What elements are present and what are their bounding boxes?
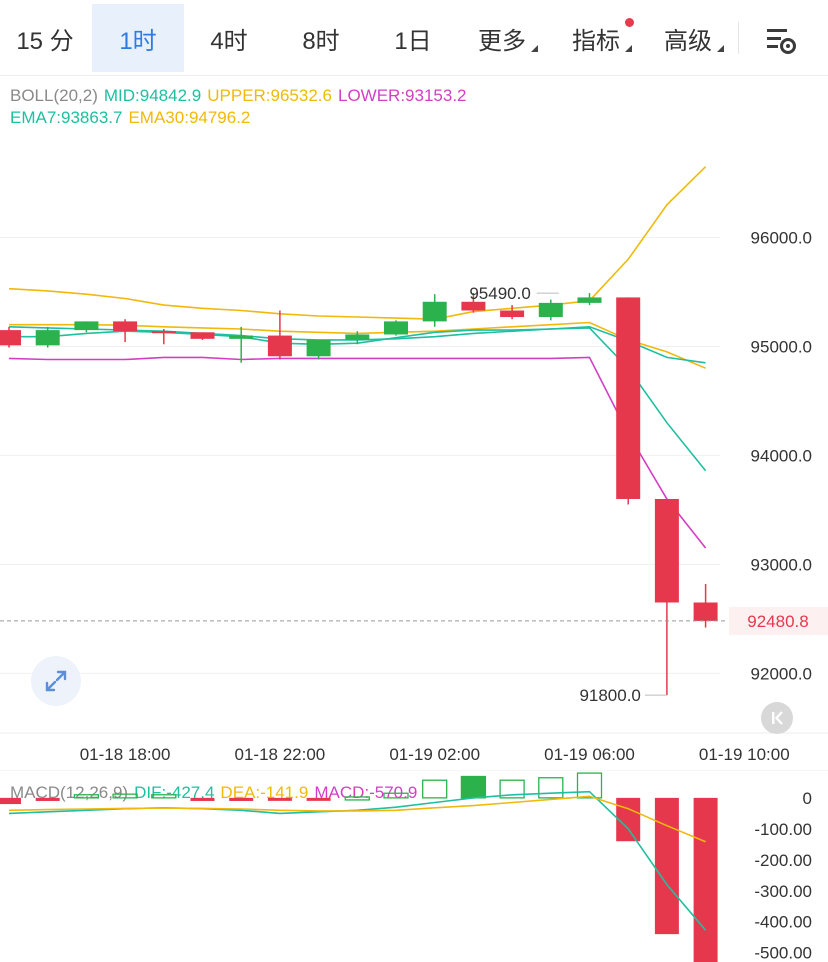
macd-bar-positive [344, 796, 370, 801]
macd-bar-positive [538, 777, 564, 799]
upper-line [8, 166, 707, 321]
timeframe-tab-bar: 15 分 1时 4时 8时 1日 更多 指标 高级 [0, 0, 828, 76]
candle-up [345, 334, 370, 340]
candle-down [0, 330, 21, 346]
tab-label: 更多 [478, 27, 526, 55]
notification-dot [625, 18, 634, 27]
boll-legend: BOLL(20,2) MID:94842.9 UPPER:96532.6 LOWER:… [10, 86, 473, 106]
tab-8h[interactable]: 8时 [276, 4, 366, 72]
macd-bar-negative [267, 797, 292, 801]
dropdown-caret-icon [625, 45, 632, 52]
back-to-latest-icon[interactable] [761, 702, 793, 734]
dif-line [8, 790, 707, 931]
candle-down [693, 602, 718, 621]
dea-value: DEA:-141.9 [220, 783, 309, 802]
candle-up [229, 335, 254, 339]
chart-settings-icon[interactable] [760, 20, 800, 60]
ema7-line [9, 327, 707, 472]
candle-up [577, 297, 602, 303]
y-tick-label: 92000.0 [751, 664, 812, 683]
x-tick-label: 01-19 06:00 [544, 745, 635, 764]
macd-bar-positive [499, 779, 525, 799]
macd-y-tick-label: -200.00 [754, 851, 812, 870]
tab-label: 指标 [572, 27, 620, 55]
boll-lower: LOWER:93153.2 [337, 86, 467, 105]
boll-label: BOLL(20,2) [10, 86, 98, 105]
macd-y-tick-label: -100.00 [754, 820, 812, 839]
x-tick-label: 01-18 22:00 [235, 745, 326, 764]
macd-bar-negative [654, 797, 679, 935]
candle-up [422, 301, 447, 322]
macd-bar-negative [0, 797, 21, 805]
macd-bar-positive [73, 794, 100, 799]
ema-legend: EMA7:93863.7 EMA30:94796.2 [10, 108, 256, 128]
boll-upper: UPPER:96532.6 [207, 86, 332, 105]
y-tick-label: 95000.0 [751, 337, 812, 356]
dea-line [8, 795, 706, 843]
macd-bar-positive [112, 793, 138, 799]
candle-down [190, 332, 215, 339]
boll-mid: MID:94842.9 [103, 86, 202, 105]
macd-y-tick-label: -500.00 [754, 944, 812, 962]
macd-bar-negative [693, 797, 718, 962]
macd-bar-negative [306, 797, 331, 801]
tab-4h[interactable]: 4时 [184, 4, 274, 72]
tab-1h[interactable]: 1时 [92, 4, 184, 72]
candlestick-chart[interactable]: 96000.0 95000.0 94000.0 93000.0 92000.0 01-18… [0, 76, 828, 770]
high-price-label: 95490.0 [469, 284, 530, 303]
macd-bar-positive [383, 792, 409, 799]
macd-y-tick-label: -300.00 [754, 882, 812, 901]
macd-y-tick-label: 0 [803, 789, 812, 808]
tab-label: 4时 [210, 27, 248, 55]
x-tick-label: 01-18 18:00 [80, 745, 171, 764]
candle-up [306, 339, 331, 357]
candle-down [113, 321, 138, 332]
macd-bar-positive [576, 772, 603, 799]
x-tick-label: 01-19 02:00 [389, 745, 480, 764]
candle-up [538, 302, 563, 318]
dropdown-caret-icon [717, 45, 724, 52]
macd-bar-negative [35, 797, 60, 801]
macd-chart[interactable]: 0 -100.00 -200.00 -300.00 -400.00 -500.00 [0, 770, 828, 962]
tab-label: 高级 [664, 27, 712, 55]
macd-bar-positive [422, 779, 448, 799]
last-price-badge [729, 606, 828, 635]
y-tick-label: 96000.0 [751, 229, 812, 248]
tab-indicators[interactable]: 指标 [556, 4, 636, 72]
candle-down [461, 301, 486, 311]
tab-divider [738, 22, 739, 54]
x-tick-label: 01-19 10:00 [699, 745, 790, 764]
tab-label: 1日 [394, 27, 432, 55]
candle-up [35, 330, 60, 346]
candle-down [654, 498, 679, 603]
candle-down [500, 310, 525, 318]
dropdown-caret-icon [531, 45, 538, 52]
tab-advanced[interactable]: 高级 [648, 4, 728, 72]
ema7-value: EMA7:93863.7 [10, 108, 123, 127]
tab-15m[interactable]: 15 分 [4, 4, 86, 72]
tab-label: 8时 [302, 27, 340, 55]
macd-bar-negative [616, 797, 641, 842]
low-price-label: 91800.0 [579, 686, 640, 705]
macd-bar-positive [460, 775, 487, 799]
y-tick-label: 93000.0 [751, 555, 812, 574]
candle-down [616, 297, 641, 499]
last-price-label: 92480.8 [747, 612, 808, 631]
macd-bar-negative [190, 797, 215, 801]
macd-y-tick-label: -400.00 [754, 913, 812, 932]
macd-bar-positive [151, 794, 177, 799]
macd-bar-negative [229, 797, 254, 801]
candle-up [74, 321, 99, 331]
y-tick-label: 94000.0 [751, 446, 812, 465]
expand-icon[interactable] [31, 656, 81, 706]
tab-1d[interactable]: 1日 [368, 4, 458, 72]
tab-label: 15 分 [16, 27, 74, 55]
candle-down [267, 335, 292, 357]
candle-up [384, 321, 408, 335]
tab-more[interactable]: 更多 [462, 4, 542, 72]
candle-down [151, 331, 176, 334]
ema30-value: EMA30:94796.2 [128, 108, 251, 127]
tab-label: 1时 [119, 27, 157, 55]
lower-line [8, 356, 707, 549]
